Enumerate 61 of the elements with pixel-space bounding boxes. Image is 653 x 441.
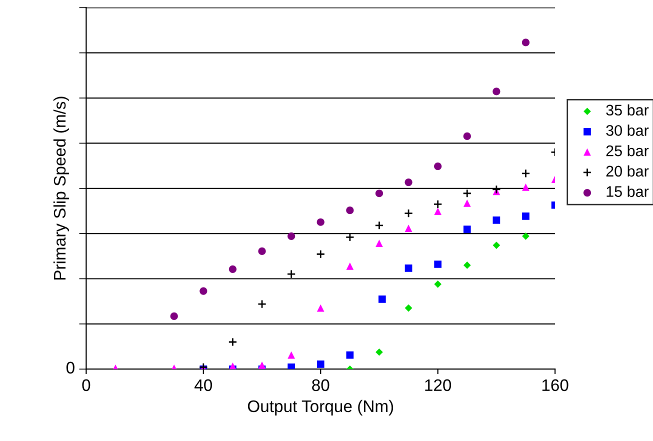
point xyxy=(316,304,324,312)
x-axis-title: Output Torque (Nm) xyxy=(248,400,394,416)
point xyxy=(346,351,354,359)
point xyxy=(492,88,500,96)
point xyxy=(492,216,500,224)
point xyxy=(376,240,383,248)
point xyxy=(492,242,500,249)
point xyxy=(521,168,530,178)
point xyxy=(316,360,324,368)
point xyxy=(258,247,266,255)
legend-label: 30 bar xyxy=(606,124,649,136)
point xyxy=(228,265,237,273)
point xyxy=(522,38,530,46)
point xyxy=(434,208,442,216)
point xyxy=(404,264,412,272)
point xyxy=(434,260,442,268)
point xyxy=(288,351,295,359)
point xyxy=(522,183,530,191)
point xyxy=(434,280,442,288)
point xyxy=(286,270,296,279)
point xyxy=(346,206,354,214)
legend-label: 20 bar xyxy=(606,165,649,177)
point xyxy=(346,262,354,270)
point xyxy=(404,304,412,312)
point xyxy=(170,312,178,320)
point xyxy=(522,212,530,220)
point xyxy=(463,132,471,140)
point xyxy=(378,296,386,303)
point xyxy=(288,363,295,370)
point xyxy=(228,338,238,347)
point xyxy=(404,208,414,218)
point xyxy=(258,300,267,309)
point xyxy=(316,218,324,226)
legend-label: 15 bar xyxy=(606,186,649,197)
point xyxy=(463,262,471,269)
point xyxy=(492,184,501,194)
point xyxy=(404,224,412,232)
point xyxy=(404,178,412,186)
x-tick-label: 80 xyxy=(312,379,330,392)
point xyxy=(522,232,530,240)
point xyxy=(376,348,383,356)
x-tick-label: 40 xyxy=(194,379,212,392)
point xyxy=(463,226,471,233)
text: 0 xyxy=(66,362,74,374)
y-axis-title: Primary Slip Speed (m/s) xyxy=(53,96,69,280)
point xyxy=(433,200,442,209)
point xyxy=(200,287,208,295)
x-tick-label: 160 xyxy=(542,379,568,392)
point xyxy=(463,199,471,207)
point xyxy=(462,188,472,198)
point xyxy=(316,250,326,259)
point xyxy=(229,362,236,370)
x-tick-label: 120 xyxy=(425,379,452,392)
point xyxy=(258,362,266,369)
legend-label: 25 bar xyxy=(606,145,649,156)
x-tick-label: 0 xyxy=(82,379,90,392)
point xyxy=(288,232,296,240)
point xyxy=(374,220,384,230)
point xyxy=(434,162,442,170)
legend-label: 35 bar xyxy=(606,104,649,116)
point xyxy=(375,190,384,198)
